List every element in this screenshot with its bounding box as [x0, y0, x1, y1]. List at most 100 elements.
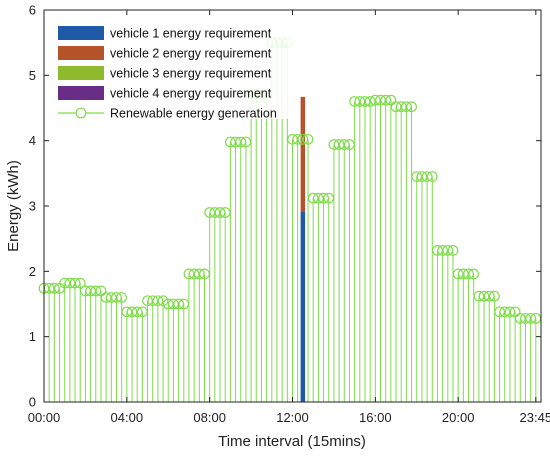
generation-marker [509, 306, 521, 318]
generation-marker [359, 96, 371, 107]
generation-marker [85, 285, 96, 297]
generation-marker [173, 298, 185, 310]
generation-marker [349, 96, 361, 107]
generation-marker [432, 245, 443, 256]
generation-marker [499, 306, 511, 318]
generation-marker [69, 277, 81, 289]
generation-marker [333, 139, 345, 150]
generation-marker [442, 245, 454, 256]
generation-marker [457, 268, 469, 280]
y-tick-label: 3 [29, 199, 36, 214]
legend-label: vehicle 3 energy requirement [110, 67, 272, 81]
generation-marker [224, 136, 236, 148]
generation-marker [307, 192, 319, 204]
generation-markers [38, 37, 542, 324]
generation-marker [142, 295, 153, 307]
generation-marker [328, 139, 340, 150]
y-axis-ticks: 0 1 2 3 4 5 6 [29, 3, 541, 410]
x-tick-label: 16:00 [359, 410, 392, 425]
x-tick-label: 08:00 [193, 410, 226, 425]
generation-marker [214, 207, 226, 218]
generation-marker [489, 290, 500, 302]
generation-marker [421, 171, 433, 183]
generation-marker [369, 94, 381, 106]
generation-marker [452, 268, 464, 280]
generation-marker [188, 268, 200, 280]
vehicle-bar-segment [300, 211, 306, 402]
generation-marker [48, 282, 60, 294]
generation-marker [209, 207, 221, 218]
generation-marker [121, 306, 133, 318]
generation-marker [380, 94, 392, 106]
x-tick-label: 20:00 [442, 410, 475, 425]
x-axis-title: Time interval (15mins) [218, 433, 366, 450]
generation-marker [230, 136, 241, 148]
generation-marker [302, 133, 314, 145]
generation-marker [390, 101, 402, 113]
y-tick-label: 4 [29, 133, 36, 148]
generation-marker [447, 245, 459, 256]
generation-marker [411, 171, 423, 183]
generation-marker [416, 171, 428, 183]
legend-swatch-marker [75, 107, 87, 119]
generation-marker [168, 298, 179, 310]
generation-marker [318, 192, 329, 204]
generation-marker [323, 192, 335, 204]
legend-label: Renewable energy generation [110, 107, 277, 121]
generation-marker [426, 171, 438, 183]
generation-marker [95, 285, 107, 297]
generation-marker [338, 139, 350, 150]
generation-marker [199, 268, 210, 280]
generation-marker [312, 192, 324, 204]
generation-marker [100, 292, 112, 303]
generation-marker [504, 306, 516, 318]
generation-marker [375, 94, 386, 106]
generation-marker [400, 101, 412, 113]
generation-marker [483, 290, 495, 302]
generation-marker [292, 133, 304, 145]
generation-marker [525, 312, 537, 324]
y-tick-label: 2 [29, 264, 36, 279]
legend-label: vehicle 1 energy requirement [110, 27, 272, 41]
x-axis-ticks: 00:00 04:00 08:00 12:00 16:00 20:00 23:45 [28, 10, 550, 425]
generation-marker [59, 277, 71, 289]
generation-marker [473, 290, 485, 302]
generation-marker [437, 245, 449, 256]
y-tick-label: 5 [29, 68, 36, 83]
generation-marker [520, 312, 531, 324]
generation-marker [406, 101, 417, 113]
y-tick-label: 0 [29, 395, 36, 410]
legend-label: vehicle 2 energy requirement [110, 47, 272, 61]
generation-marker [219, 207, 231, 218]
generation-marker [162, 298, 174, 310]
generation-marker [297, 133, 309, 145]
generation-marker [136, 306, 148, 318]
generation-marker [287, 133, 298, 145]
x-tick-label: 23:45 [520, 410, 550, 425]
generation-marker [463, 268, 474, 280]
generation-marker [204, 207, 216, 218]
generation-marker [131, 306, 143, 318]
generation-marker [354, 96, 366, 107]
x-tick-label: 00:00 [28, 410, 61, 425]
generation-marker [364, 96, 376, 107]
x-tick-label: 04:00 [111, 410, 144, 425]
generation-marker [74, 277, 86, 289]
generation-marker [64, 277, 76, 289]
generation-marker [80, 285, 91, 297]
generation-marker [344, 139, 355, 150]
vehicle-bar-segment [300, 96, 306, 212]
generation-marker [90, 285, 102, 297]
legend: vehicle 1 energy requirement vehicle 2 en… [53, 20, 293, 121]
legend-swatch [58, 66, 104, 80]
generation-stems [43, 42, 537, 402]
generation-marker [105, 292, 117, 303]
legend-label: vehicle 4 energy requirement [110, 87, 272, 101]
generation-marker [183, 268, 195, 280]
legend-swatch [58, 86, 104, 100]
generation-marker [178, 298, 190, 310]
generation-marker [240, 136, 252, 148]
y-tick-label: 6 [29, 3, 36, 18]
legend-swatch [58, 26, 104, 40]
